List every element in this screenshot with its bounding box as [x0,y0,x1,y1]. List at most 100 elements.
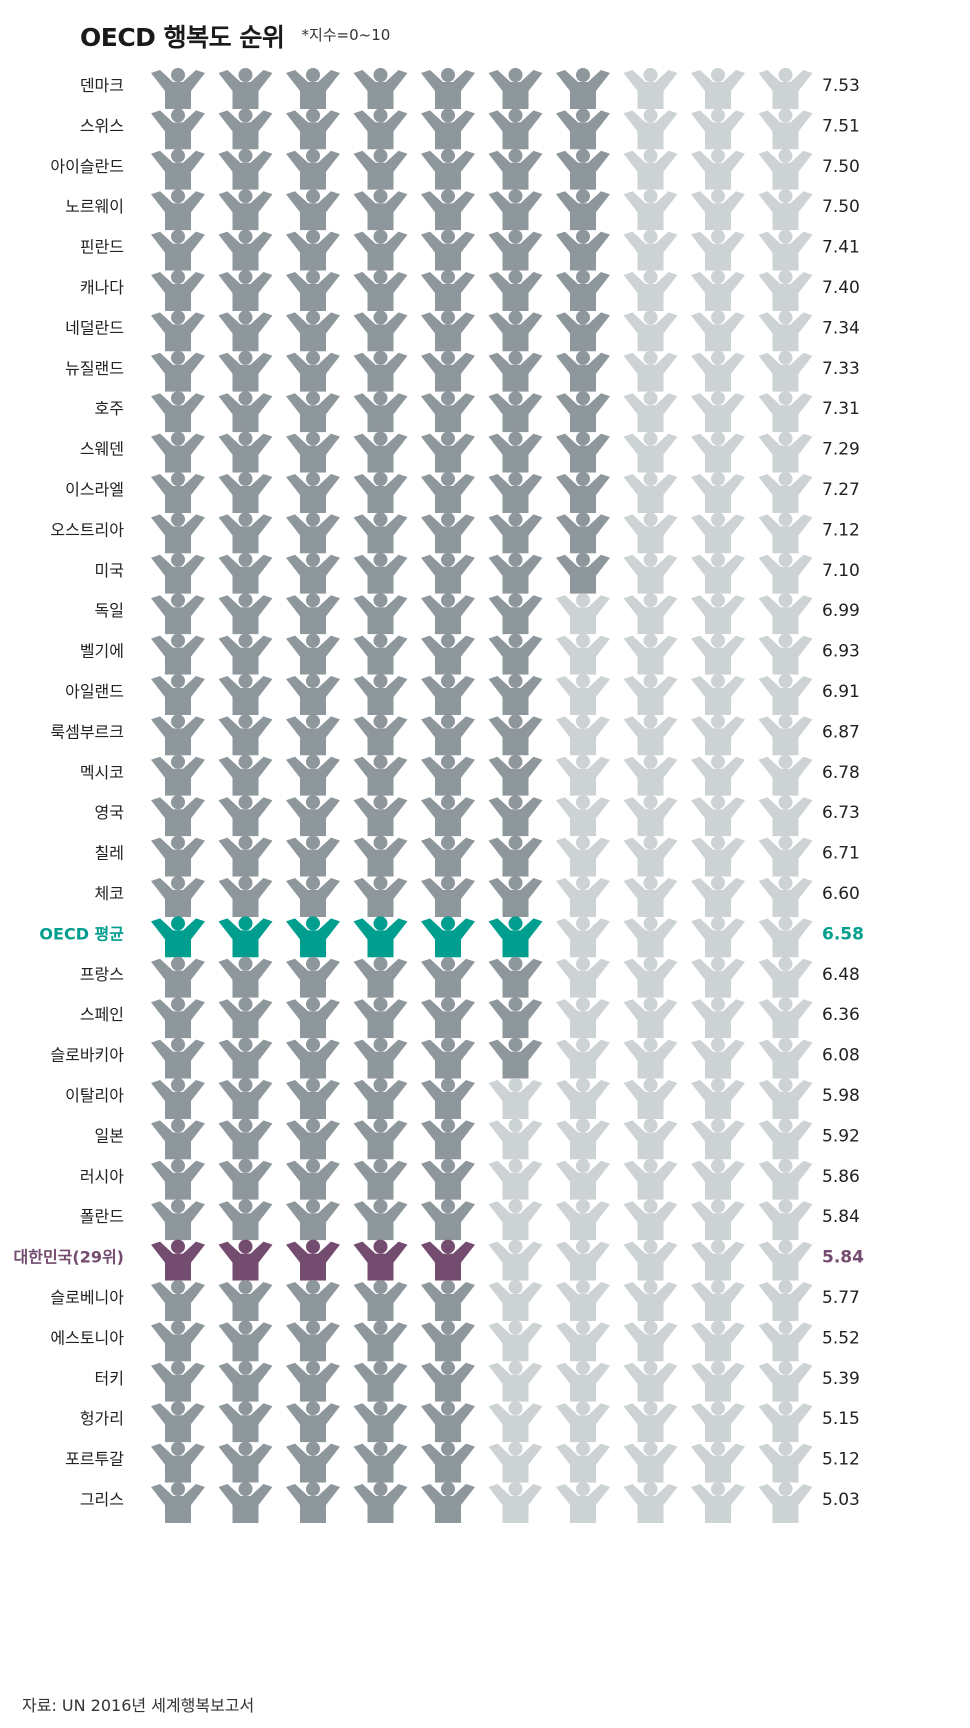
person-icon [758,593,813,635]
person-icon [758,916,813,958]
source-note: 자료: UN 2016년 세계행복보고서 [22,1696,255,1715]
person-icon [691,1482,745,1523]
person-icon [353,1078,408,1119]
person-icon [151,1118,205,1160]
person-icon [623,956,678,998]
person-icon [151,593,205,635]
person-icon [758,835,813,877]
person-icon [488,1320,543,1362]
person-icon [556,1037,610,1079]
person-icon [353,1401,408,1443]
row-32: 터키 5.39 [95,1360,860,1402]
person-icon [758,229,813,271]
person-icon [488,148,543,190]
person-icon [151,229,205,271]
person-icon [151,633,205,675]
row-label: 러시아 [80,1167,124,1186]
person-icon [151,68,205,109]
person-icon [488,835,543,877]
person-icon [286,1158,340,1200]
person-icon [691,552,745,594]
person-icon [286,229,340,271]
person-icon [758,997,813,1039]
person-icon [556,997,610,1039]
person-icon [488,310,543,352]
person-icon [353,552,408,594]
person-icon [623,229,678,271]
person-icon [421,350,475,392]
person-icon [691,512,745,554]
person-icon [421,1441,475,1483]
person-icon [421,148,475,190]
person-icon [488,1441,543,1483]
row-value: 5.52 [822,1328,860,1348]
person-icon [218,270,273,311]
person-icon [758,1118,813,1160]
person-icon [151,552,205,594]
person-icon [353,714,408,756]
row-label: 에스토니아 [50,1328,124,1347]
person-icon [286,68,340,109]
person-icon [151,754,205,796]
person-icon [488,916,543,958]
person-icon [556,472,610,513]
person-icon [623,391,678,433]
row-3: 노르웨이 7.50 [65,189,860,231]
row-value: 7.29 [822,440,860,460]
person-icon [421,270,475,311]
row-value: 7.34 [822,318,860,338]
person-icon [556,189,610,231]
row-label: 아이슬란드 [50,157,124,176]
person-icon [691,229,745,271]
person-icon [353,754,408,796]
person-icon [218,1360,273,1402]
person-icon [488,1239,543,1281]
person-icon [488,795,543,837]
person-icon [758,674,813,715]
person-icon [151,714,205,756]
row-value: 7.41 [822,238,860,258]
person-icon [758,633,813,675]
row-value: 5.39 [822,1369,860,1389]
person-icon [556,674,610,715]
person-icon [151,108,205,150]
row-value: 7.50 [822,157,860,177]
person-icon [353,1280,408,1321]
person-icon [556,310,610,352]
person-icon [623,876,678,917]
person-icon [151,916,205,958]
person-icon [488,1158,543,1200]
person-icon [421,1401,475,1443]
chart-header: OECD 행복도 순위 *지수=0~10 [80,18,390,58]
row-31: 에스토니아 5.52 [50,1320,860,1362]
person-icon [353,795,408,837]
person-icon [488,189,543,231]
person-icon [758,876,813,917]
person-icon [353,108,408,150]
person-icon [421,674,475,715]
row-value: 7.33 [822,359,860,379]
row-8: 호주 7.31 [95,391,860,433]
row-value: 5.84 [822,1248,864,1268]
row-0: 덴마크 7.53 [80,68,860,109]
person-icon [353,956,408,998]
person-icon [151,1360,205,1402]
person-icon [286,1239,340,1281]
person-icon [623,1037,678,1079]
person-icon [556,350,610,392]
person-icon [691,1441,745,1483]
row-label: 슬로베니아 [50,1288,124,1307]
person-icon [758,68,813,109]
person-icon [556,1482,610,1523]
person-icon [218,1280,273,1321]
person-icon [691,148,745,190]
person-icon [488,1037,543,1079]
person-icon [421,916,475,958]
person-icon [488,270,543,311]
row-label: 노르웨이 [65,197,124,216]
person-icon [556,1158,610,1200]
person-icon [421,1078,475,1119]
person-icon [218,1441,273,1483]
person-icon [151,1239,205,1281]
person-icon [353,1482,408,1523]
